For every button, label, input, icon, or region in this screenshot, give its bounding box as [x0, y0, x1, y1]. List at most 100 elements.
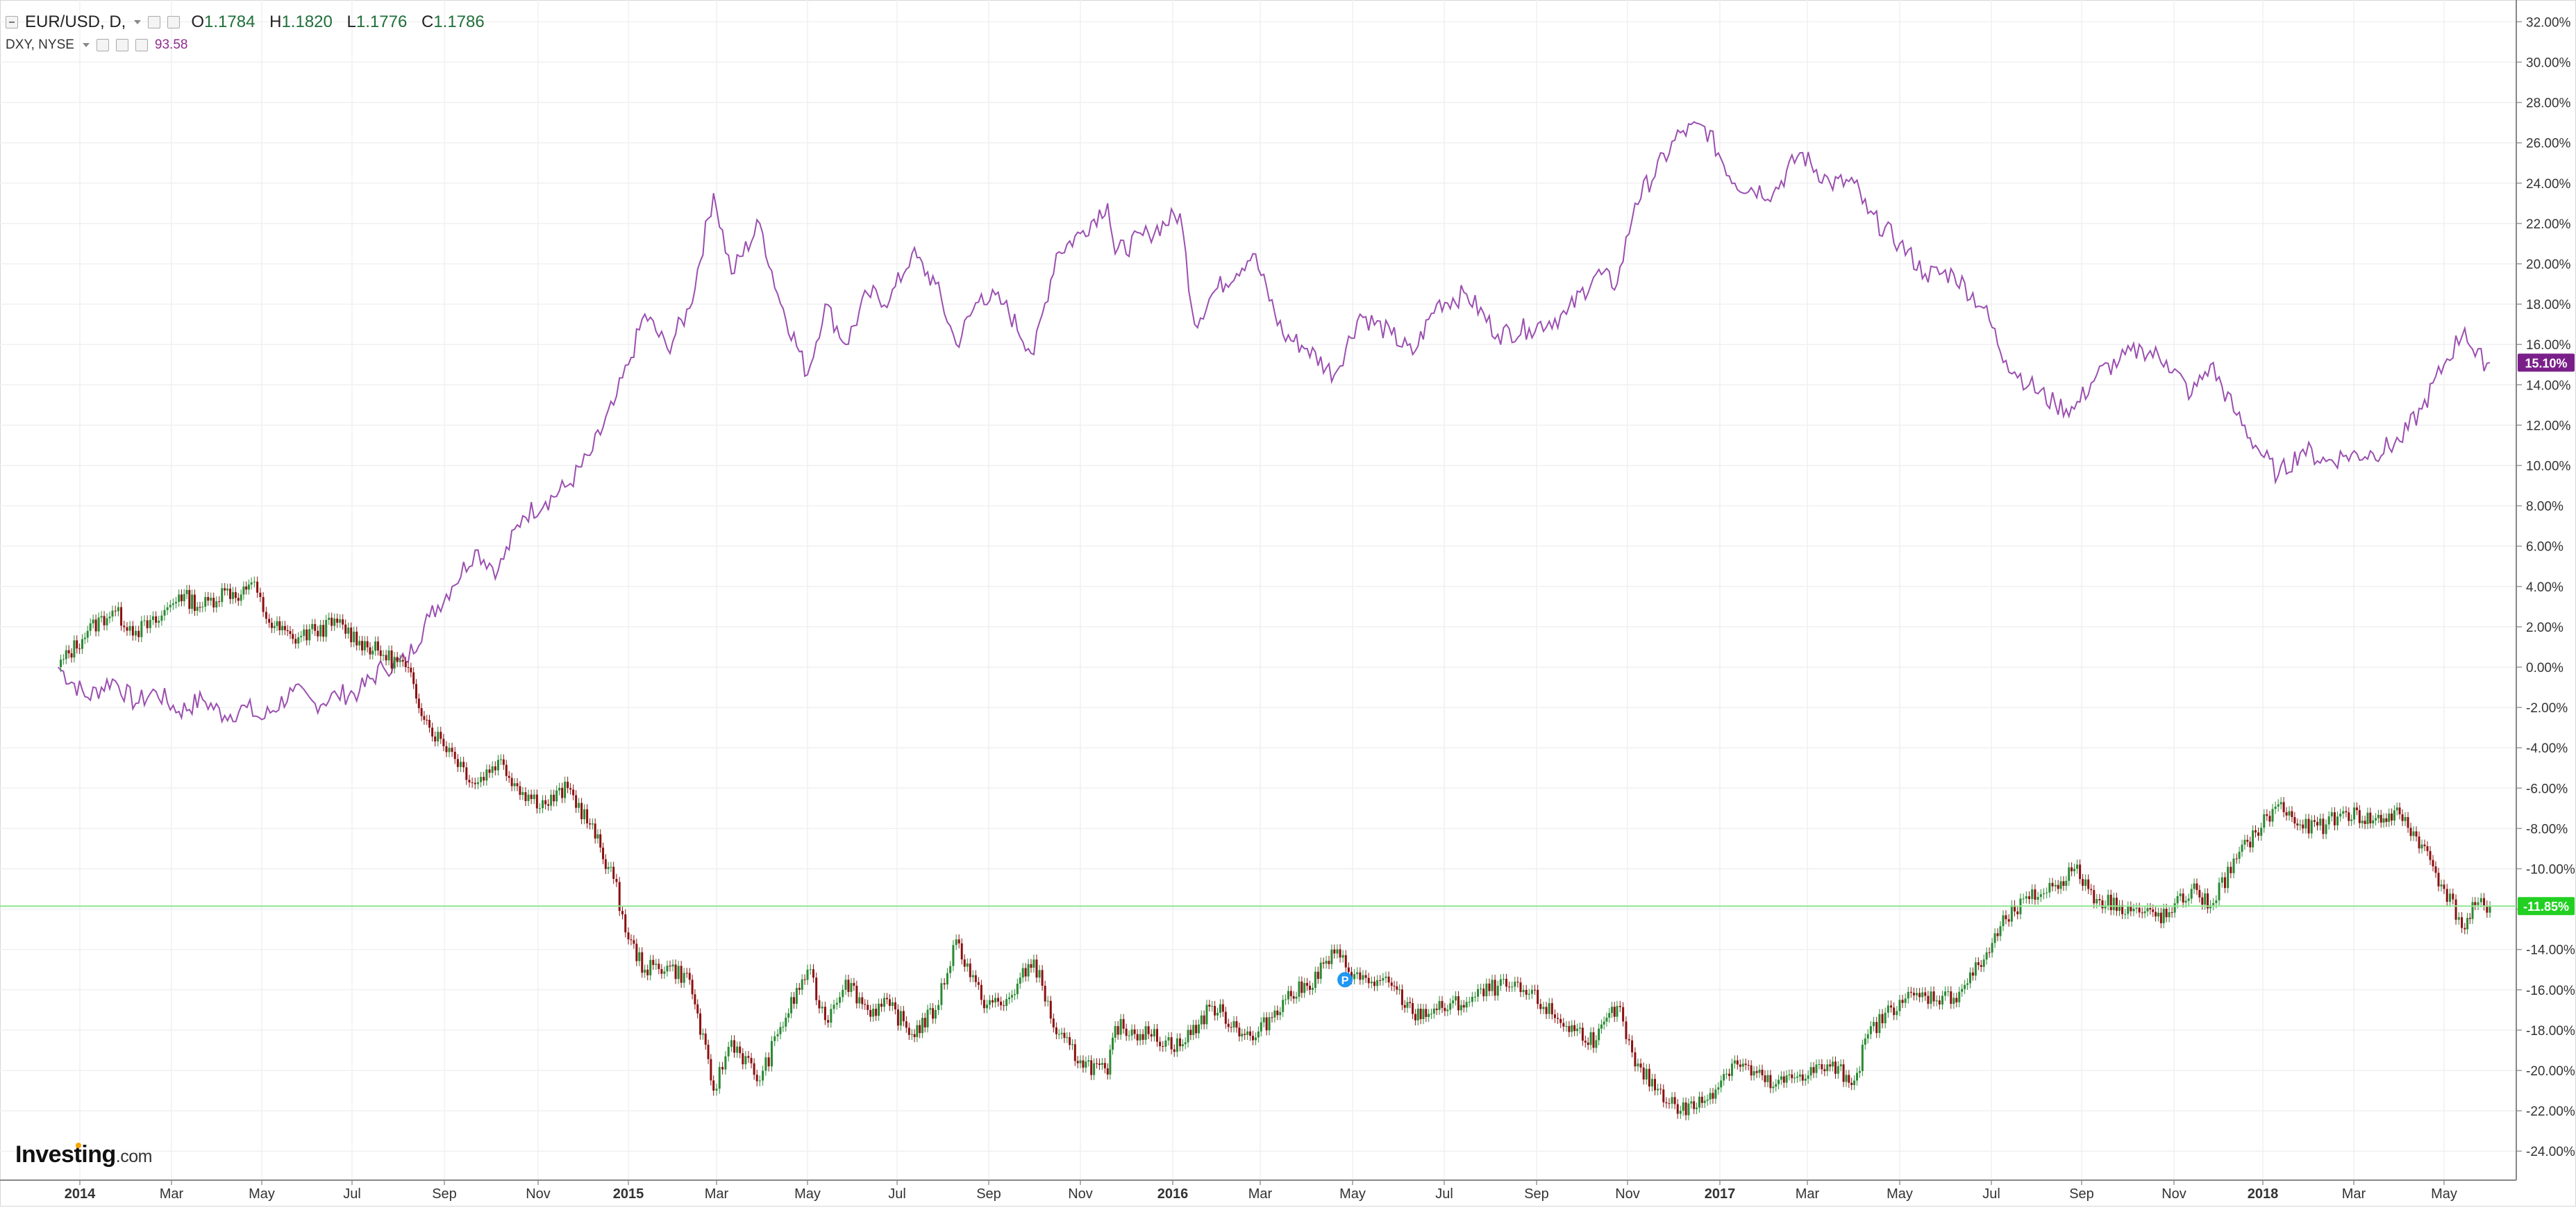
eurusd-candle-body — [2243, 839, 2246, 845]
eurusd-candle-body — [1333, 949, 1336, 954]
eurusd-candle-body — [221, 588, 224, 603]
eurusd-candle-body — [1829, 1064, 1832, 1067]
eurusd-candle-body — [767, 1057, 770, 1067]
eurusd-candle-body — [1482, 989, 1485, 997]
eurusd-candle-body — [894, 1002, 896, 1009]
eurusd-candle-body — [1676, 1104, 1679, 1114]
eurusd-candle-body — [128, 625, 131, 631]
eurusd-candle-body — [842, 989, 844, 998]
chevron-down-icon[interactable] — [134, 20, 142, 24]
investing-logo[interactable]: Investing.com — [15, 1141, 152, 1168]
settings-icon[interactable] — [96, 39, 109, 51]
collapse-legend-icon[interactable] — [6, 16, 18, 28]
eurusd-candle-body — [2466, 918, 2469, 930]
eurusd-candle-body — [1398, 989, 1401, 991]
eurusd-candle-body — [361, 641, 364, 650]
eurusd-candle-body — [1941, 995, 1943, 1005]
eurusd-candle-body — [715, 1089, 718, 1091]
eurusd-candle-body — [1848, 1075, 1850, 1083]
eurusd-candle-body — [1625, 1021, 1628, 1039]
eurusd-candle-body — [499, 759, 502, 760]
eurusd-candle-body — [2155, 911, 2157, 917]
eurusd-candle-body — [943, 983, 946, 985]
eurusd-candle-body — [885, 998, 888, 1000]
eurusd-candle-body — [317, 630, 319, 637]
y-tick-label: -18.00% — [2526, 1024, 2575, 1039]
eurusd-candle-body — [1211, 1006, 1214, 1007]
eurusd-candle-body — [1073, 1044, 1076, 1061]
eurusd-candle-body — [137, 630, 140, 637]
eurusd-candle-body — [724, 1056, 727, 1070]
y-tick-label: -20.00% — [2526, 1064, 2575, 1079]
eurusd-candle-body — [196, 607, 199, 611]
eurusd-candle-body — [1122, 1018, 1125, 1029]
eurusd-candle-body — [224, 588, 226, 591]
eurusd-candle-body — [1192, 1025, 1195, 1035]
eurusd-candle-body — [278, 621, 281, 630]
eurusd-candle-body — [823, 1007, 826, 1020]
eurusd-candle-body — [910, 1034, 913, 1035]
eurusd-candle-body — [1723, 1074, 1725, 1081]
eurusd-candle-body — [1093, 1063, 1096, 1075]
eurusd-candle-body — [1682, 1102, 1684, 1111]
eurusd-candle-body — [508, 775, 510, 778]
eurusd-candle-body — [1292, 995, 1295, 999]
eurusd-candle-body — [1485, 983, 1488, 997]
compare-symbol-label[interactable]: DXY, NYSE — [6, 37, 74, 52]
hide-series-icon[interactable] — [115, 39, 128, 51]
eurusd-candle-body — [1244, 1034, 1246, 1035]
eurusd-candle-body — [65, 650, 67, 659]
eurusd-candle-body — [1758, 1069, 1761, 1073]
eurusd-candle-body — [578, 803, 580, 808]
eurusd-candle-body — [2477, 902, 2479, 905]
eurusd-candle-body — [1046, 1000, 1049, 1002]
eurusd-candle-body — [1219, 1004, 1221, 1013]
low-value: 1.1776 — [356, 12, 408, 31]
eurusd-candle-body — [739, 1046, 742, 1054]
hide-series-icon[interactable] — [167, 16, 181, 28]
eurusd-candle-body — [1966, 983, 1969, 985]
eurusd-candle-body — [2336, 816, 2339, 825]
remove-series-icon[interactable] — [135, 39, 148, 51]
eurusd-candle-body — [818, 1000, 821, 1009]
eurusd-candle-body — [155, 616, 158, 623]
x-tick-label: Jul — [1982, 1186, 2000, 1202]
eurusd-candle-body — [2204, 893, 2207, 905]
eurusd-candle-body — [2190, 889, 2193, 899]
eurusd-candle-body — [1319, 962, 1322, 980]
settings-icon[interactable] — [148, 16, 161, 28]
compare-series-legend[interactable]: DXY, NYSE 93.58 — [6, 37, 187, 53]
eurusd-candle-body — [2168, 912, 2171, 918]
eurusd-candle-body — [1119, 1018, 1122, 1035]
eurusd-candle-body — [325, 619, 328, 637]
eurusd-candle-body — [207, 597, 210, 601]
symbol-label[interactable]: EUR/USD, D, — [25, 12, 126, 31]
x-tick-label: Mar — [160, 1186, 184, 1202]
eurusd-candle-body — [913, 1034, 916, 1037]
eurusd-candle-body — [1106, 1068, 1109, 1075]
x-tick-label: 2017 — [1705, 1186, 1736, 1202]
eurusd-candle-body — [1428, 1014, 1430, 1017]
eurusd-candle-body — [494, 766, 496, 771]
main-series-legend[interactable]: EUR/USD, D, O1.1784 H1.1820 L1.1776 C1.1… — [6, 12, 494, 32]
eurusd-candle-body — [770, 1041, 773, 1067]
eurusd-candle-body — [158, 621, 160, 623]
x-tick-label: Jul — [888, 1186, 906, 1202]
eurusd-candle-body — [835, 1002, 838, 1005]
eurusd-candle-body — [2227, 866, 2230, 889]
y-tick-label: -16.00% — [2526, 984, 2575, 998]
eurusd-candle-body — [677, 966, 680, 980]
eurusd-candle-body — [366, 641, 369, 648]
eurusd-candle-body — [1344, 955, 1347, 968]
eurusd-candle-body — [1610, 1007, 1613, 1014]
eurusd-candle-body — [1287, 991, 1289, 1000]
eurusd-candle-body — [1565, 1026, 1568, 1027]
eurusd-candle-body — [875, 1009, 878, 1016]
chevron-down-icon[interactable] — [82, 43, 90, 47]
eurusd-candle-body — [2215, 900, 2218, 903]
eurusd-candle-body — [1938, 1000, 1941, 1005]
eurusd-candle-body — [2260, 827, 2263, 836]
eurusd-candle-body — [2005, 915, 2007, 920]
